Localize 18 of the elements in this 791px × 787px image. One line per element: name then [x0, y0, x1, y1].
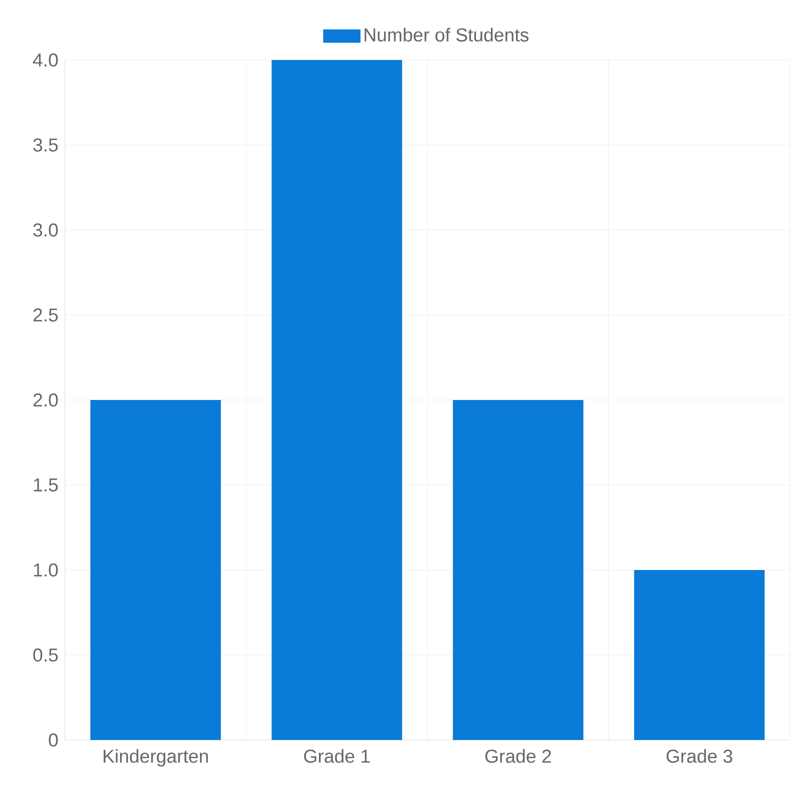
- bar: [272, 60, 402, 740]
- x-tick-label: Kindergarten: [104, 749, 208, 767]
- y-tick-label: 3.5: [33, 138, 58, 152]
- bar: [452, 400, 584, 740]
- y-tick-label: 0: [48, 733, 58, 747]
- bar: [634, 570, 765, 740]
- x-tick-label: Grade 1: [304, 749, 370, 763]
- x-tick-label: Grade 2: [485, 749, 551, 763]
- y-tick-label: 0.5: [33, 648, 58, 662]
- legend-label: Number of Students: [364, 28, 528, 42]
- y-tick-label: 1.0: [34, 563, 58, 577]
- y-tick-label: 2.5: [34, 308, 58, 322]
- x-tick-label: Grade 3: [666, 749, 732, 763]
- bar: [90, 400, 221, 740]
- y-tick-label: 1.5: [34, 478, 58, 492]
- y-tick-label: 3.0: [33, 223, 58, 237]
- y-tick-label: 2.0: [34, 393, 58, 407]
- y-tick-label: 4.0: [32, 53, 58, 67]
